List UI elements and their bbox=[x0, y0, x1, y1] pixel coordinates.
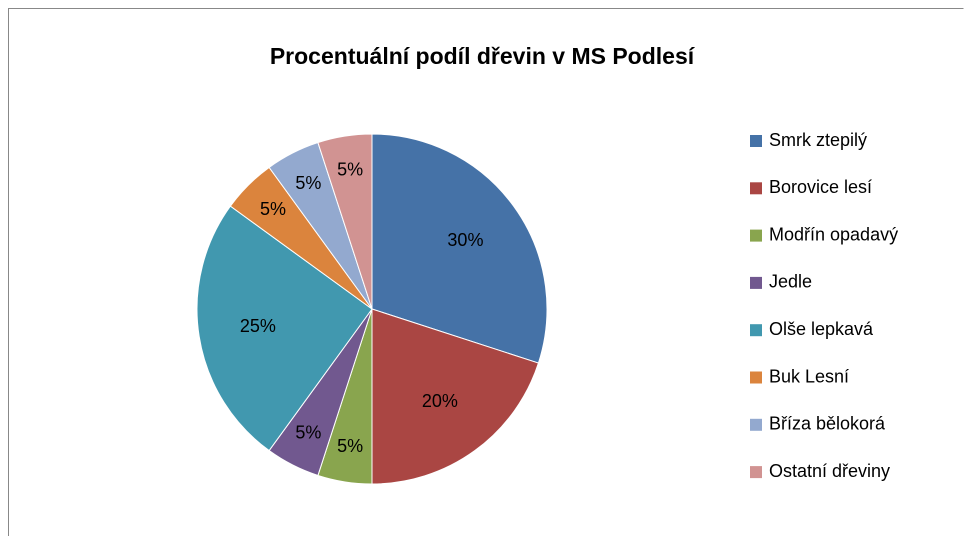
pie-slice bbox=[317, 133, 373, 310]
legend-swatch bbox=[750, 135, 762, 147]
legend-label: Modřín opadavý bbox=[769, 224, 898, 244]
data-label: 25% bbox=[240, 316, 276, 336]
legend-swatch bbox=[750, 229, 762, 242]
data-label: 5% bbox=[260, 199, 286, 219]
legend-label: Ostatní dřeviny bbox=[769, 461, 890, 481]
data-label: 5% bbox=[337, 159, 363, 179]
data-label: 5% bbox=[337, 436, 363, 456]
legend-swatch bbox=[750, 371, 762, 384]
data-label: 5% bbox=[295, 173, 321, 193]
pie-slice bbox=[371, 133, 548, 364]
chart-title: Procentuální podíl dřevin v MS Podlesí bbox=[270, 43, 696, 69]
data-label: 20% bbox=[422, 391, 458, 411]
legend-swatch bbox=[750, 324, 762, 337]
legend-swatch bbox=[750, 466, 762, 479]
legend-swatch bbox=[750, 276, 762, 289]
data-label: 5% bbox=[295, 422, 321, 442]
legend-swatch bbox=[750, 418, 762, 431]
legend-label: Buk Lesní bbox=[769, 366, 849, 386]
data-label: 30% bbox=[447, 230, 483, 250]
pie-slice bbox=[196, 205, 373, 452]
legend-label: Smrk ztepilý bbox=[769, 130, 867, 150]
legend-label: Bříza bělokorá bbox=[769, 414, 886, 434]
legend-label: Olše lepkavá bbox=[769, 319, 874, 339]
pie-slice bbox=[371, 308, 540, 485]
legend-swatch bbox=[750, 182, 762, 195]
legend-label: Jedle bbox=[769, 272, 812, 292]
chart-border bbox=[8, 8, 964, 536]
legend-label: Borovice lesí bbox=[769, 177, 872, 197]
